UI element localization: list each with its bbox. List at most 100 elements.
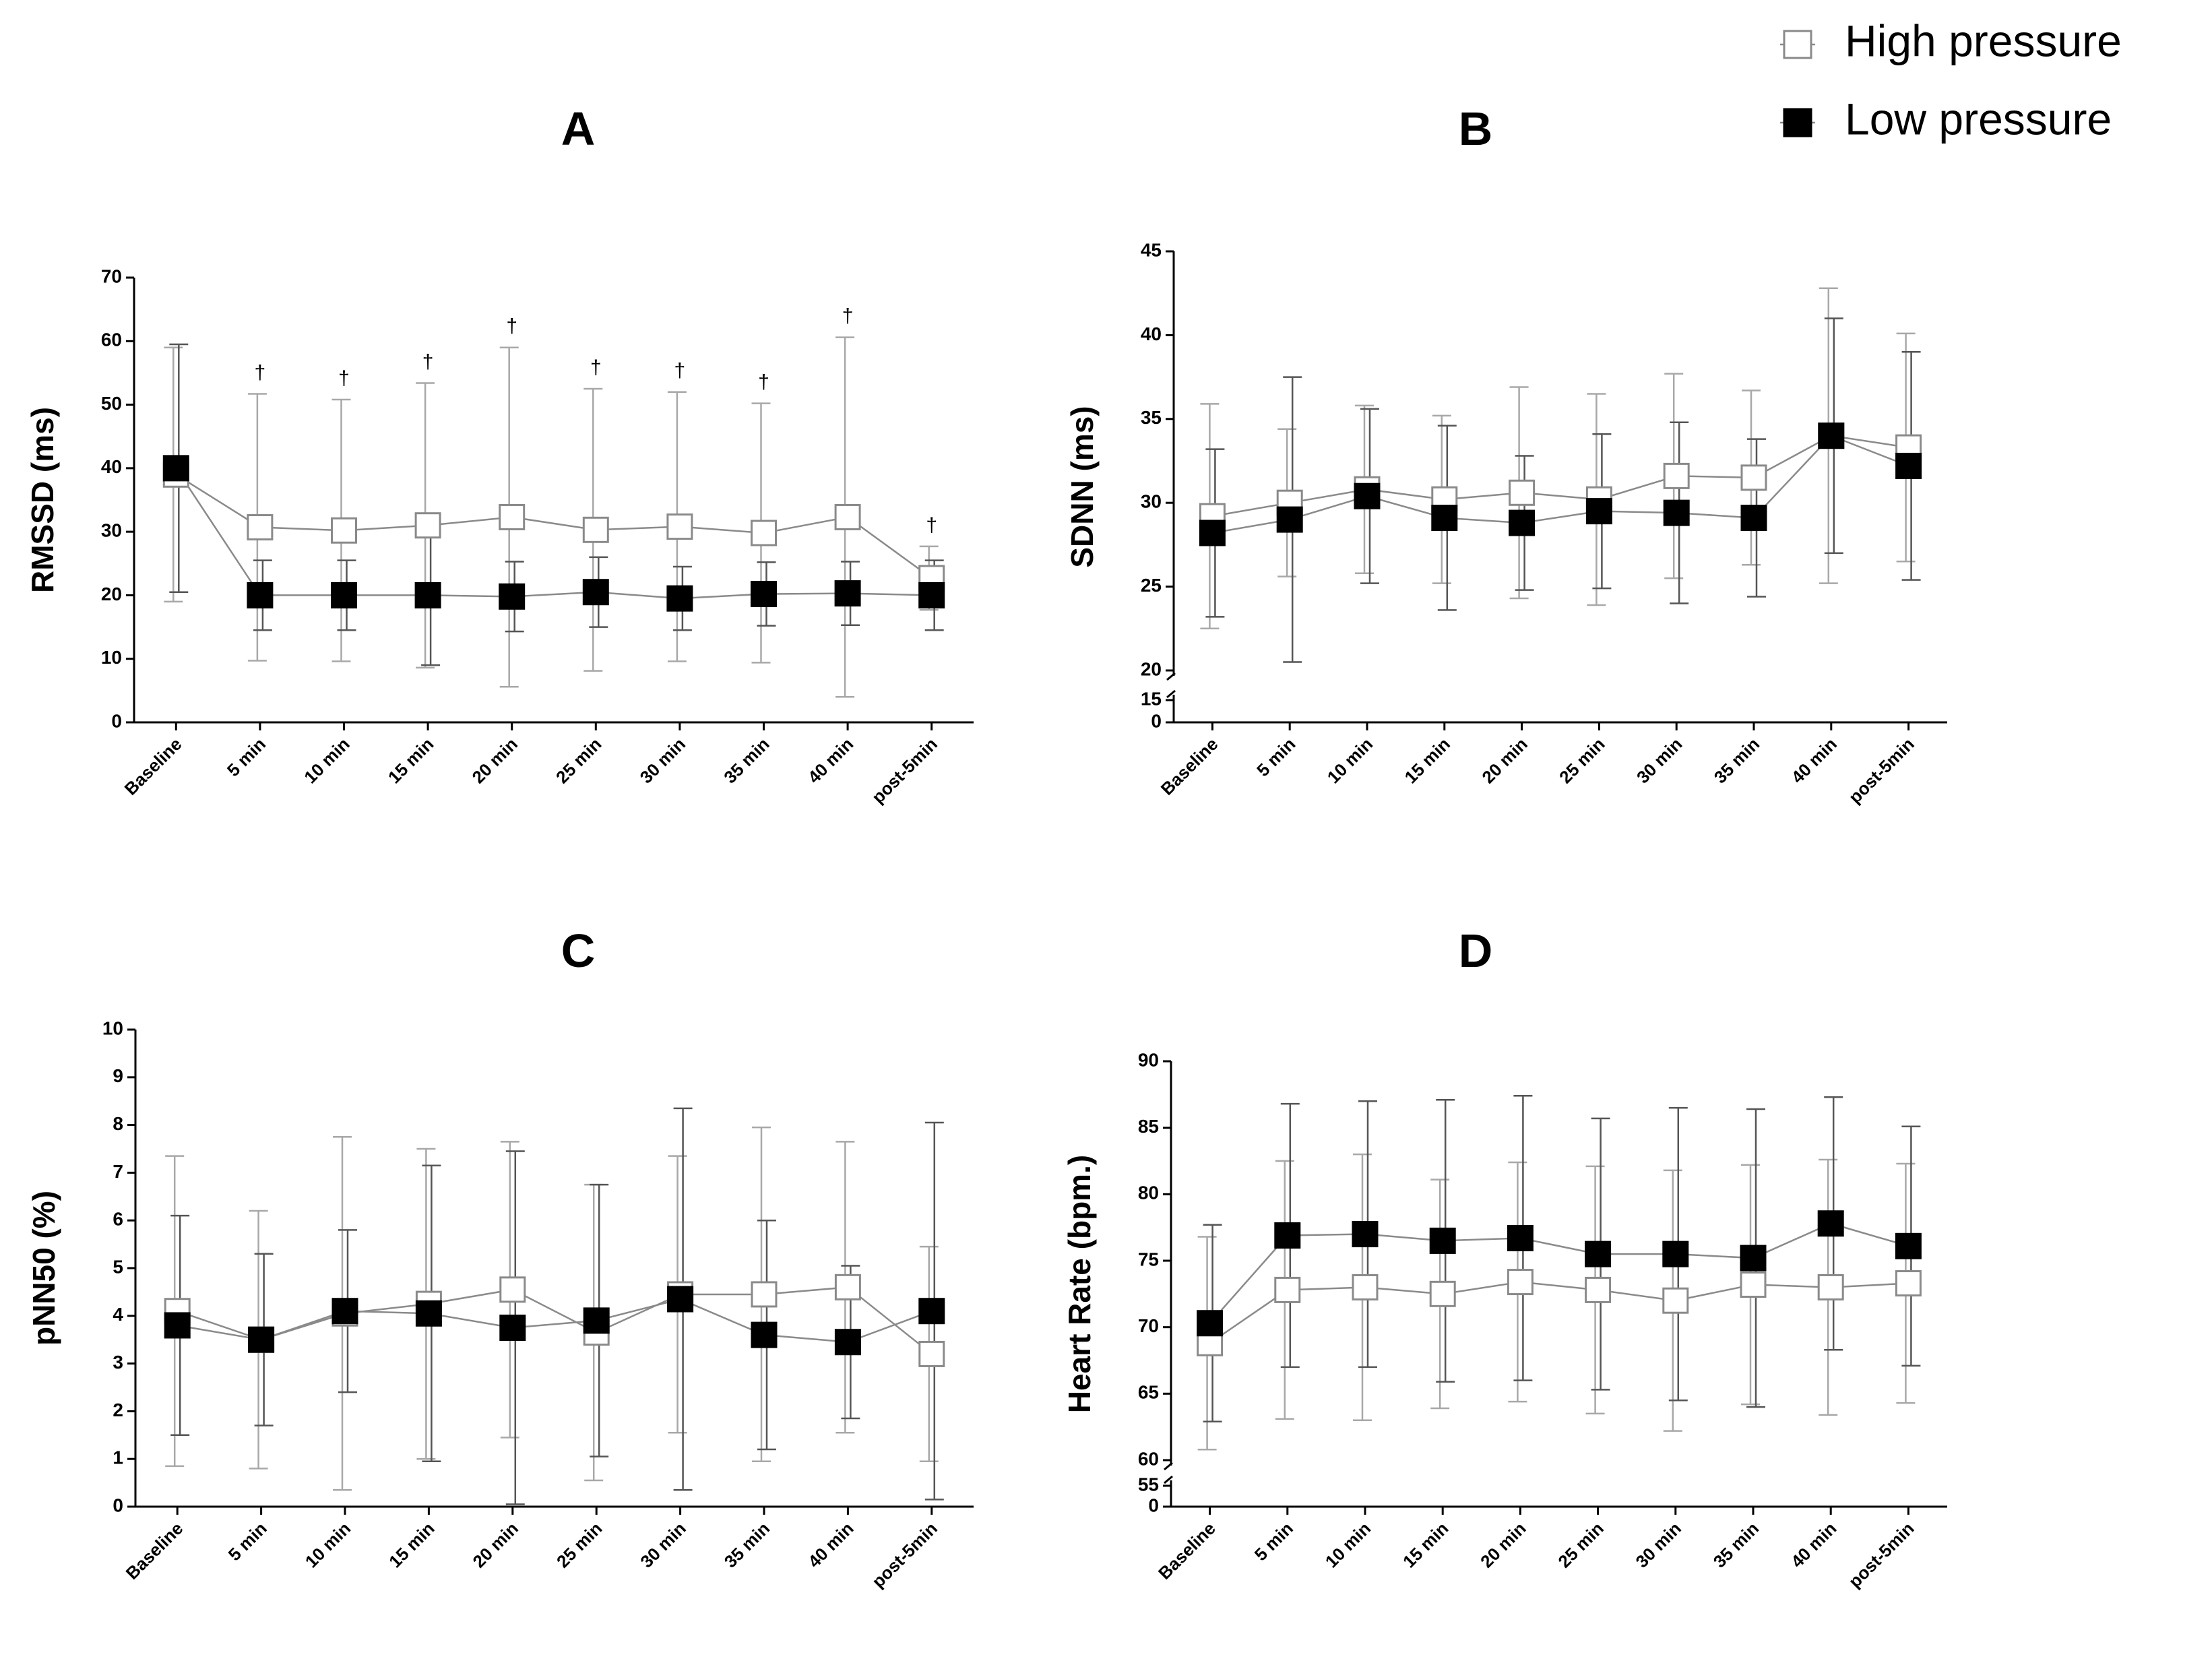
y-axis-label: Heart Rate (bpm.) [1062,1155,1097,1413]
x-tick-label: 20 min [468,734,521,787]
significance-marker: † [926,514,937,536]
legend-label: High pressure [1845,15,2122,65]
marker [1352,1274,1379,1300]
marker [499,1315,526,1341]
y-axis-label: SDNN (ms) [1065,406,1100,567]
x-tick-label: 15 min [385,1518,438,1571]
marker [1274,1222,1301,1249]
significance-marker: † [674,360,686,382]
x-tick-label: 25 min [1555,734,1608,787]
y-tick-label: 70 [101,265,122,286]
x-tick-label: 20 min [1476,1518,1529,1571]
x-tick-label: post-5min [1845,734,1918,807]
marker [751,520,777,546]
marker [414,512,441,539]
marker [331,582,357,608]
series-line [1212,435,1909,534]
x-tick-label: 15 min [1401,734,1454,787]
marker [1895,452,1922,479]
marker [1895,1232,1922,1259]
marker [1817,1274,1844,1300]
y-tick-label: 10 [101,647,122,668]
x-tick-label: 10 min [301,1518,354,1571]
y-tick-label: 80 [1138,1183,1159,1203]
x-tick-label: 25 min [552,734,605,787]
x-tick-label: 35 min [720,734,773,787]
marker [162,455,189,482]
marker [666,513,693,540]
x-tick-label: post-5min [868,734,941,807]
marker [834,580,861,607]
y-tick-label: 0 [113,1495,123,1515]
x-tick-label: 40 min [1787,1518,1840,1571]
marker [1740,505,1767,532]
marker [834,1329,861,1356]
marker [1509,479,1536,506]
y-tick-label: 8 [113,1113,123,1134]
marker [414,582,441,608]
marker [1507,1224,1534,1251]
y-tick-label: 45 [1141,239,1162,260]
marker [1429,1227,1456,1254]
axis-break [1164,1462,1173,1471]
marker [415,1300,442,1327]
y-tick-label: 40 [1141,323,1162,344]
marker [751,1281,778,1308]
series-line [175,468,932,600]
marker [1352,1221,1379,1248]
marker [499,503,526,530]
x-tick-label: Baseline [121,734,186,799]
y-tick-label: 20 [101,584,122,604]
marker [331,1298,358,1325]
marker [499,1276,526,1303]
y-tick-label: 0 [1151,710,1162,731]
x-tick-label: 5 min [223,734,270,780]
y-tick-label: 25 [1141,575,1162,596]
x-tick-label: Baseline [122,1518,187,1583]
panel-title: D [1459,924,1493,977]
legend: High pressure Low pressure [1780,15,2122,144]
marker [751,1321,778,1348]
legend-label: Low pressure [1845,94,2112,144]
significance-marker: † [255,362,266,384]
series-line [175,474,933,579]
y-tick-label: 65 [1138,1382,1159,1403]
axis-break [1164,1475,1173,1484]
y-tick-label: 60 [1138,1448,1159,1469]
marker [1585,1276,1612,1303]
marker [583,1307,610,1334]
y-tick-label: 3 [113,1352,123,1373]
axis-break [1166,672,1176,681]
marker [1509,509,1536,536]
x-tick-label: 15 min [1399,1518,1452,1571]
x-tick-label: post-5min [1845,1518,1918,1592]
legend-marker [1783,30,1812,59]
x-tick-label: 25 min [1554,1518,1607,1571]
y-axis-label: pNN50 (%) [26,1191,61,1346]
x-tick-label: 30 min [1632,1518,1685,1571]
x-tick-label: 10 min [1323,734,1377,787]
marker [1197,1310,1224,1337]
x-tick-label: 25 min [552,1518,606,1571]
x-tick-label: 5 min [224,1518,271,1565]
marker [1740,1271,1767,1298]
marker [1740,1245,1767,1271]
y-tick-label: 35 [1141,407,1162,428]
marker [1354,482,1381,509]
series-line [177,1298,933,1344]
legend-marker [1783,108,1812,137]
marker [667,1286,694,1313]
panel-title: A [561,102,596,155]
marker [1740,464,1767,491]
marker [1895,1270,1922,1297]
marker [499,583,526,610]
y-tick-label: 50 [101,393,122,414]
y-tick-label: 15 [1141,688,1162,709]
marker [751,581,777,608]
marker [1429,1280,1456,1307]
y-tick-label: 55 [1138,1474,1159,1495]
marker [164,1312,191,1339]
y-tick-label: 90 [1138,1049,1159,1070]
axis-break [1166,689,1176,699]
marker [1507,1269,1534,1296]
